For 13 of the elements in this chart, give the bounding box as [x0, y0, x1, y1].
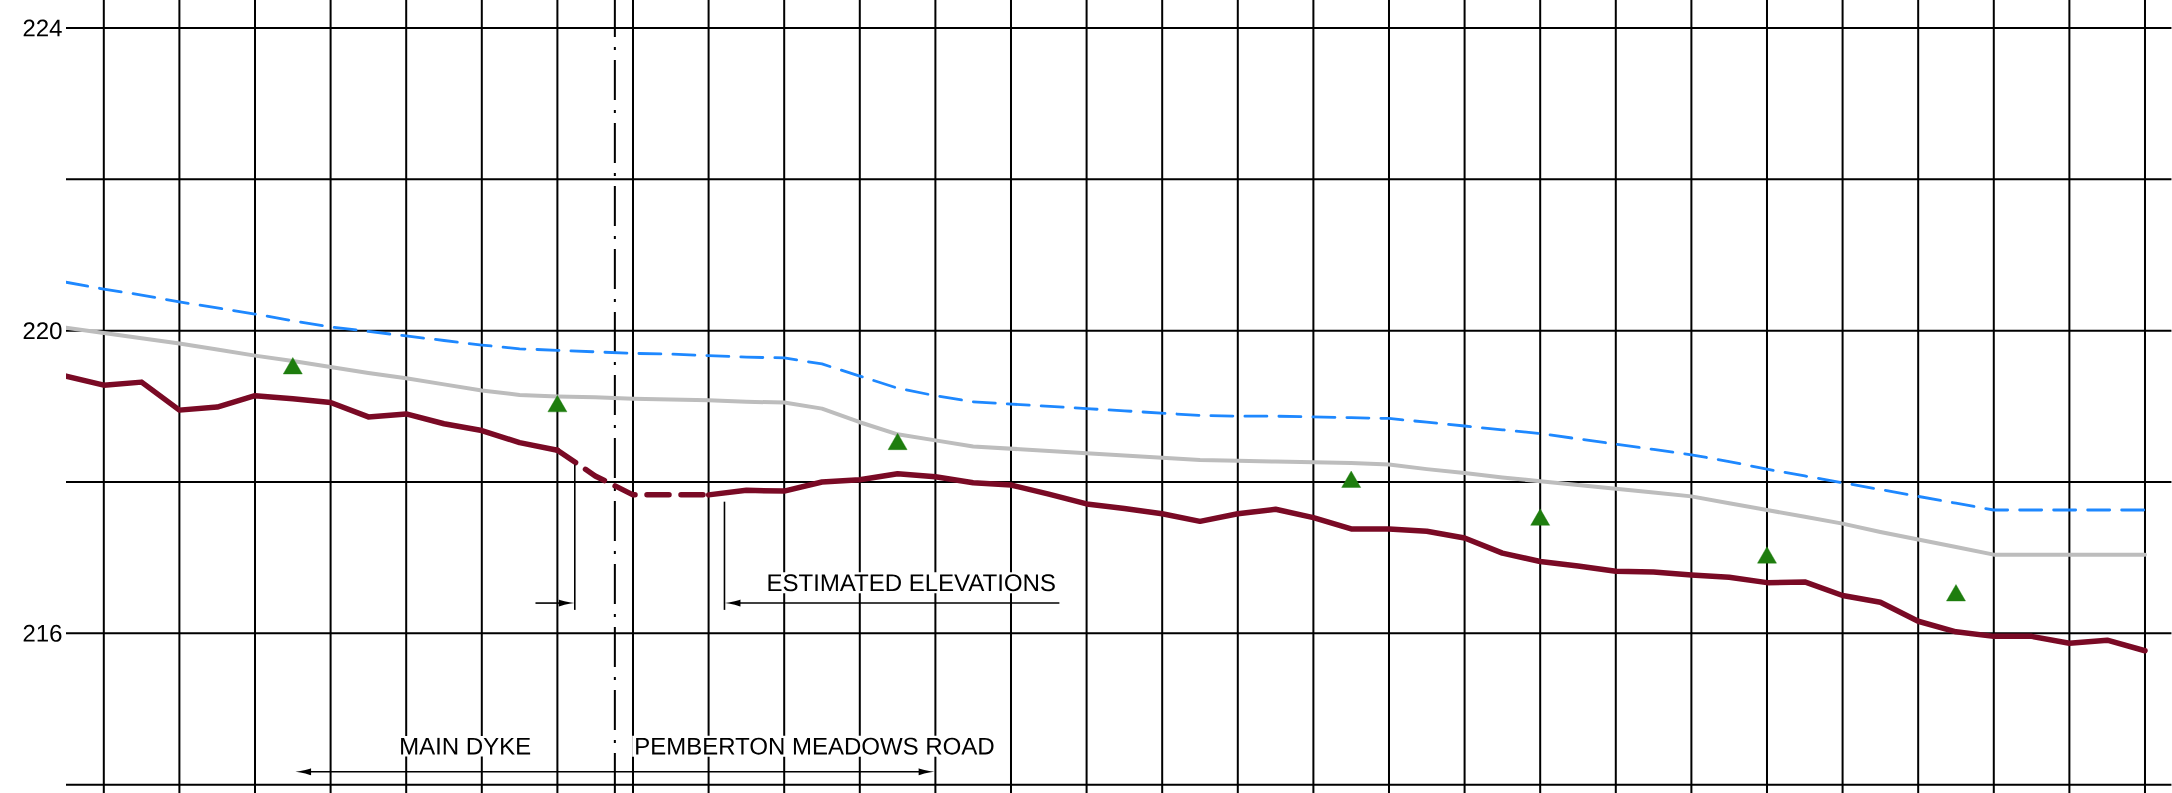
point: [283, 357, 303, 375]
point: [1757, 546, 1777, 564]
point: [887, 432, 908, 450]
annotation: PEMBERTON MEADOWS ROAD: [636, 737, 994, 755]
point: [1341, 470, 1361, 488]
y-tick-label: 216: [23, 624, 62, 642]
annotation: MAIN DYKE: [401, 737, 531, 755]
point: [547, 395, 568, 413]
y-tick-label: 224: [23, 19, 62, 37]
y-tick-label: 220: [23, 322, 62, 340]
point: [1946, 584, 1966, 602]
annotation: ESTIMATED ELEVATIONS: [768, 574, 1055, 592]
point: [1530, 508, 1550, 526]
